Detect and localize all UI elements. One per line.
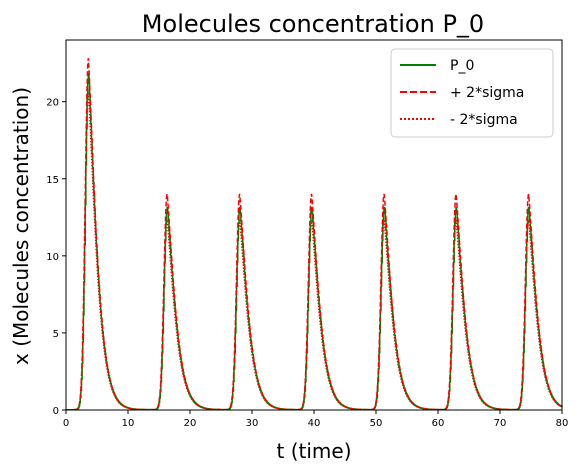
legend-label-upper: + 2*sigma bbox=[450, 85, 524, 101]
x-tick-label: 80 bbox=[556, 418, 569, 429]
y-tick-label: 5 bbox=[53, 329, 59, 340]
series-upper-line bbox=[66, 58, 563, 411]
x-axis-ticks: 0 10 20 30 40 50 60 70 80 bbox=[63, 410, 569, 429]
x-tick-label: 40 bbox=[308, 418, 321, 429]
y-tick-label: 20 bbox=[46, 98, 59, 109]
chart-title: Molecules concentration P_0 bbox=[142, 10, 484, 38]
x-tick-label: 0 bbox=[63, 418, 69, 429]
x-tick-label: 60 bbox=[432, 418, 445, 429]
series-lower-line bbox=[66, 90, 563, 411]
x-tick-label: 30 bbox=[246, 418, 259, 429]
legend-box bbox=[390, 48, 554, 138]
x-tick-label: 10 bbox=[122, 418, 135, 429]
y-tick-label: 10 bbox=[46, 252, 59, 263]
legend: P_0 + 2*sigma - 2*sigma bbox=[390, 48, 554, 138]
x-tick-label: 50 bbox=[370, 418, 383, 429]
y-axis-title: x (Molecules concentration) bbox=[9, 87, 33, 365]
x-axis-title: t (time) bbox=[277, 439, 352, 463]
x-tick-label: 20 bbox=[184, 418, 197, 429]
y-tick-label: 0 bbox=[53, 406, 59, 417]
y-tick-label: 15 bbox=[46, 175, 59, 186]
legend-label-p0: P_0 bbox=[450, 58, 474, 74]
x-tick-label: 70 bbox=[494, 418, 507, 429]
legend-label-lower: - 2*sigma bbox=[450, 112, 518, 128]
y-axis-ticks: 0 5 10 15 20 bbox=[46, 98, 66, 417]
